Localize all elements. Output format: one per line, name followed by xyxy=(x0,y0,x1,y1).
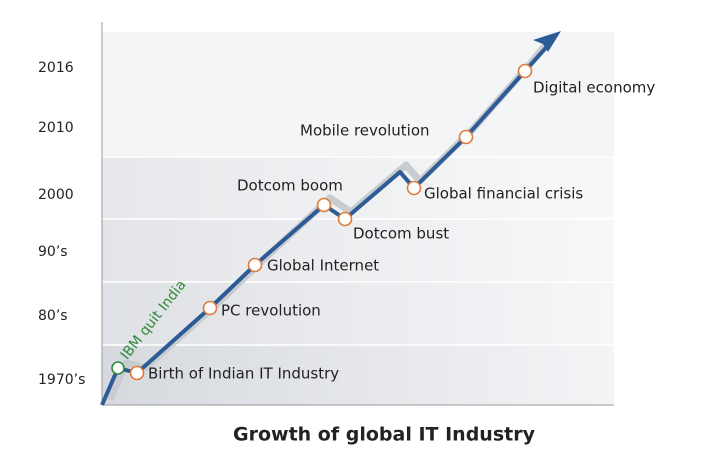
marker xyxy=(517,63,533,79)
marker xyxy=(111,361,125,375)
milestone-label: PC revolution xyxy=(221,302,321,320)
marker xyxy=(337,211,353,227)
marker xyxy=(202,300,218,316)
arrow-head xyxy=(533,31,561,52)
y-label: 1970’s xyxy=(38,372,85,388)
marker xyxy=(406,180,422,196)
y-label: 2010 xyxy=(38,120,74,136)
milestone-label: Global financial crisis xyxy=(424,185,583,203)
title: Growth of global IT Industry xyxy=(233,424,536,446)
marker xyxy=(129,365,145,381)
marker xyxy=(247,257,263,273)
milestone-label: Birth of Indian IT Industry xyxy=(148,365,339,383)
y-label: 90’s xyxy=(38,244,68,260)
bands xyxy=(101,22,614,406)
milestone-label: Dotcom bust xyxy=(353,225,449,243)
marker xyxy=(458,129,474,145)
y-label: 2000 xyxy=(38,187,74,203)
y-label: 80’s xyxy=(38,308,68,324)
milestone-label: Digital economy xyxy=(533,79,655,97)
y-label: 2016 xyxy=(38,60,74,76)
milestone-markers xyxy=(111,63,533,381)
milestone-label: Global Internet xyxy=(267,257,379,275)
milestone-label: Dotcom boom xyxy=(237,177,343,195)
y-labels: 1970’s 80’s 90’s 2000 2010 2016 xyxy=(38,60,85,388)
marker xyxy=(316,197,332,213)
milestone-label: Mobile revolution xyxy=(300,122,430,140)
